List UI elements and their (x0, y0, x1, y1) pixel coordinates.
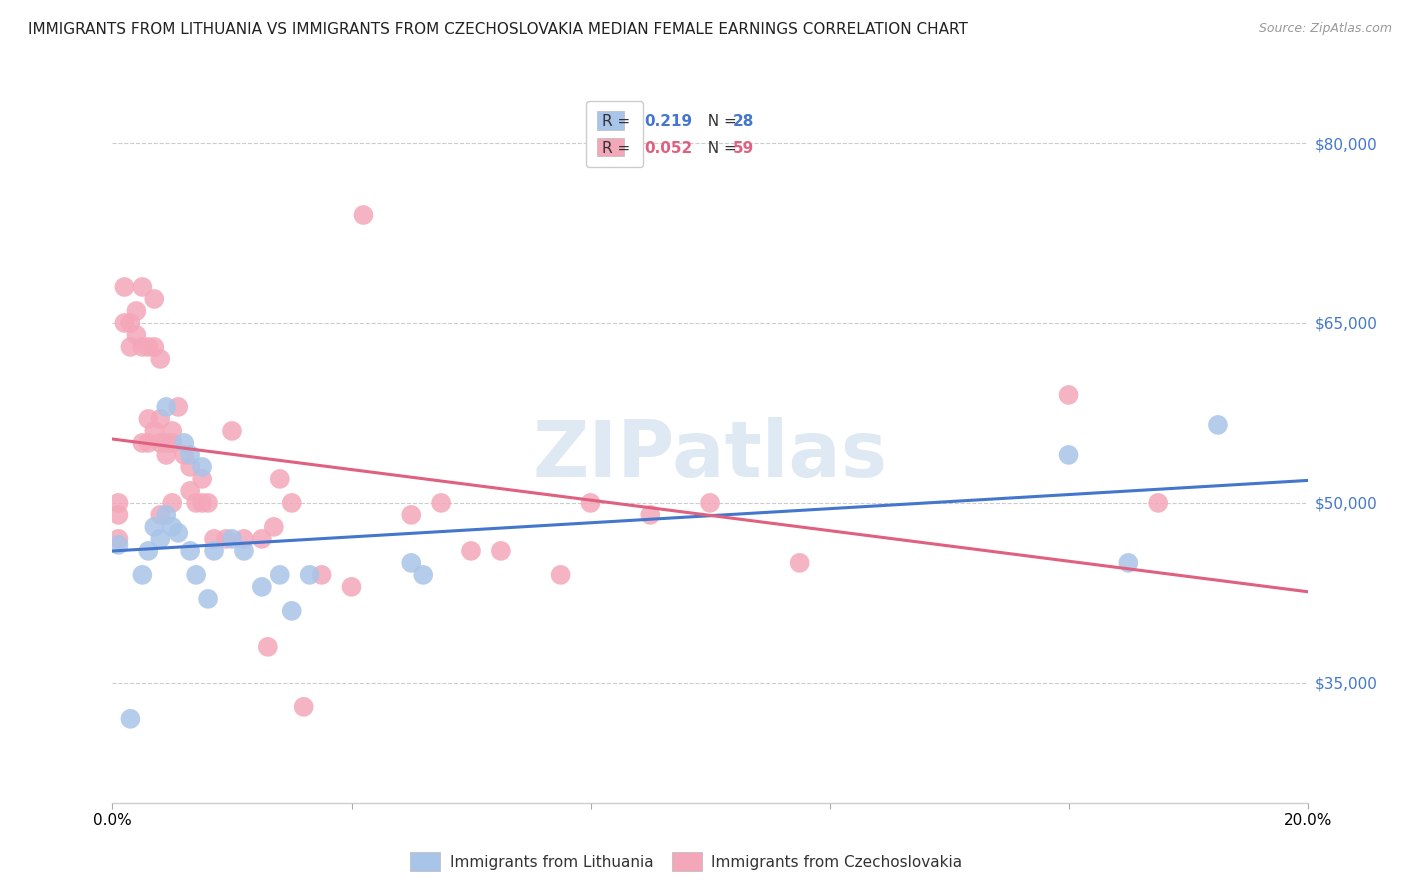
Point (138, 436, 160, 450)
Text: ZIPatlas: ZIPatlas (533, 417, 887, 493)
Point (143, 424, 166, 438)
Point (143, 292, 166, 306)
Point (120, 340, 142, 354)
Point (173, 436, 195, 450)
Point (179, 483, 201, 498)
Point (269, 472, 291, 486)
Point (489, 544, 512, 558)
Point (114, 316, 135, 330)
Point (340, 580, 363, 594)
Point (232, 532, 256, 546)
Point (202, 544, 225, 558)
Point (699, 496, 721, 510)
Point (250, 532, 273, 546)
Point (149, 412, 172, 426)
Point (162, 436, 183, 450)
Point (186, 567, 208, 582)
Point (191, 459, 214, 474)
Point (162, 424, 183, 438)
Point (257, 640, 280, 654)
Point (107, 538, 129, 552)
Point (162, 496, 183, 510)
Point (131, 340, 153, 354)
Point (202, 532, 225, 546)
Point (149, 508, 172, 522)
Point (269, 567, 291, 582)
Point (179, 459, 201, 474)
Point (186, 496, 208, 510)
Point (167, 525, 190, 540)
Point (149, 532, 172, 546)
Text: Source: ZipAtlas.com: Source: ZipAtlas.com (1258, 22, 1392, 36)
Point (430, 496, 453, 510)
Point (281, 496, 304, 510)
Point (298, 567, 321, 582)
Point (155, 400, 177, 414)
Point (131, 567, 153, 582)
Point (138, 544, 160, 558)
Point (215, 532, 238, 546)
Text: R =: R = (602, 114, 636, 129)
Point (138, 340, 160, 354)
Text: 28: 28 (733, 114, 754, 129)
Point (120, 712, 142, 726)
Text: N =: N = (697, 114, 741, 129)
Point (263, 520, 285, 534)
Point (149, 351, 172, 366)
Point (143, 340, 166, 354)
Point (197, 591, 219, 606)
Point (221, 532, 243, 546)
Text: 0.219: 0.219 (644, 114, 692, 129)
Point (352, 208, 374, 222)
Text: IMMIGRANTS FROM LITHUANIA VS IMMIGRANTS FROM CZECHOSLOVAKIA MEDIAN FEMALE EARNIN: IMMIGRANTS FROM LITHUANIA VS IMMIGRANTS … (28, 22, 967, 37)
Point (143, 520, 166, 534)
Point (550, 567, 572, 582)
Point (1147, 496, 1170, 510)
Point (1206, 417, 1229, 432)
Point (191, 496, 214, 510)
Text: N =: N = (697, 141, 741, 156)
Point (789, 556, 811, 570)
Point (197, 496, 219, 510)
Point (232, 544, 256, 558)
Point (1118, 556, 1140, 570)
Point (412, 567, 434, 582)
Point (120, 316, 142, 330)
Point (401, 508, 423, 522)
Point (460, 544, 482, 558)
Point (149, 436, 172, 450)
Point (173, 448, 195, 462)
Point (155, 448, 177, 462)
Point (125, 328, 148, 343)
Point (155, 508, 177, 522)
Point (191, 472, 214, 486)
Point (107, 508, 129, 522)
Point (1057, 448, 1080, 462)
Point (155, 436, 177, 450)
Point (131, 280, 153, 294)
Point (107, 532, 129, 546)
Point (311, 567, 333, 582)
Text: R =: R = (602, 141, 636, 156)
Point (281, 604, 304, 618)
Point (638, 508, 662, 522)
Point (1057, 388, 1080, 402)
Point (179, 448, 201, 462)
Text: 0.052: 0.052 (644, 141, 692, 156)
Point (401, 556, 423, 570)
Point (131, 436, 153, 450)
Point (221, 424, 243, 438)
Legend: Immigrants from Lithuania, Immigrants from Czechoslovakia: Immigrants from Lithuania, Immigrants fr… (402, 845, 970, 879)
Point (162, 520, 183, 534)
Point (167, 400, 190, 414)
Point (114, 280, 135, 294)
Point (250, 580, 273, 594)
Point (125, 304, 148, 318)
Point (292, 699, 315, 714)
Point (138, 412, 160, 426)
Text: 59: 59 (733, 141, 754, 156)
Point (579, 496, 602, 510)
Point (107, 496, 129, 510)
Point (179, 544, 201, 558)
